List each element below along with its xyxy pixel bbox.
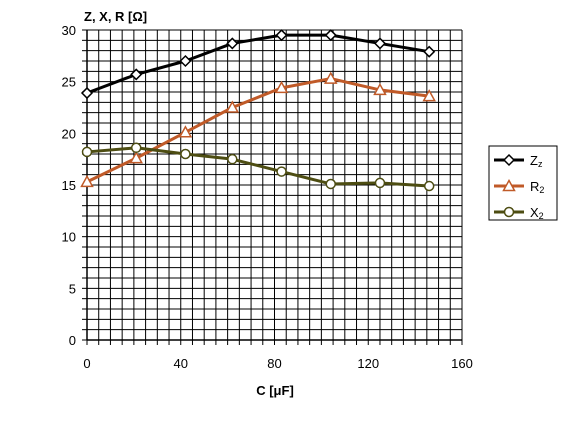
series-zz — [80, 29, 436, 100]
data-point-zz — [130, 68, 143, 81]
plot-axes: 0 5 10 15 20 25 30 0 40 80 120 160 — [62, 23, 473, 371]
legend-label-main: X — [530, 205, 539, 220]
x-axis-title: C [μF] — [256, 383, 294, 398]
legend-marker-zz — [502, 153, 516, 167]
legend-label-subscript: z — [538, 159, 543, 169]
series-x2 — [81, 142, 435, 192]
plot-series — [80, 29, 436, 192]
data-point-zz — [324, 29, 337, 42]
data-point-r2 — [274, 80, 289, 94]
data-point-zz — [373, 37, 387, 50]
data-point-x2 — [374, 177, 386, 189]
data-point-zz — [179, 54, 192, 68]
data-point-zz — [423, 45, 436, 58]
data-point-r2 — [178, 125, 193, 138]
data-point-x2 — [130, 142, 142, 154]
data-point-r2 — [225, 100, 240, 113]
legend-label-main: R — [530, 179, 539, 194]
x-tick-label: 80 — [267, 356, 281, 371]
y-tick-label: 20 — [62, 126, 76, 141]
data-point-zz — [226, 37, 239, 50]
x-tick-label: 120 — [357, 356, 379, 371]
series-line-zz — [86, 33, 430, 95]
y-tick-label: 10 — [62, 230, 76, 245]
legend-label-x2: X2 — [530, 205, 544, 221]
data-point-x2 — [81, 146, 93, 158]
y-tick-label: 5 — [69, 281, 76, 296]
legend-marker-x2 — [503, 206, 515, 218]
data-point-r2 — [323, 71, 338, 84]
data-point-zz — [80, 86, 94, 100]
data-point-r2 — [80, 174, 94, 188]
data-point-r2 — [129, 151, 143, 164]
y-tick-label: 15 — [62, 178, 76, 193]
legend-box — [488, 145, 558, 221]
legend-marker-r2 — [502, 178, 516, 192]
legend-label-r2: R2 — [530, 179, 544, 195]
series-r2 — [80, 71, 436, 188]
x-tick-label: 40 — [174, 356, 188, 371]
y-tick-label: 0 — [69, 333, 76, 348]
y-tick-label: 25 — [62, 75, 76, 90]
y-tick-label: 30 — [62, 23, 76, 38]
legend-label-subscript: 2 — [539, 185, 544, 195]
legend-label-subscript: 2 — [539, 211, 544, 221]
legend-label-zz: Zz — [530, 153, 543, 169]
series-line-x2 — [86, 146, 430, 188]
data-point-x2 — [325, 178, 336, 190]
data-point-x2 — [227, 153, 238, 165]
data-point-x2 — [180, 148, 191, 160]
data-point-zz — [275, 29, 288, 42]
x-tick-label: 0 — [83, 356, 90, 371]
data-point-x2 — [276, 166, 287, 177]
y-axis-title: Z, X, R [Ω] — [84, 9, 147, 24]
legend-label-main: Z — [530, 153, 538, 168]
data-point-x2 — [423, 180, 435, 192]
x-tick-label: 160 — [451, 356, 473, 371]
data-point-r2 — [422, 89, 436, 102]
series-line-r2 — [86, 77, 430, 184]
data-point-r2 — [373, 82, 387, 96]
